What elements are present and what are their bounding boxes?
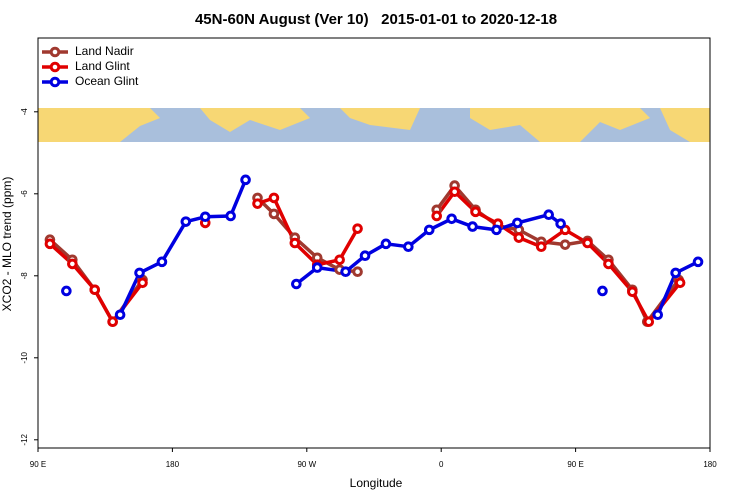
data-point [340,266,351,278]
data-point [67,258,78,270]
data-point [311,262,323,273]
data-point [137,277,148,289]
data-point [199,211,211,223]
data-point [352,266,363,278]
data-point [114,309,126,321]
legend-marker [49,61,61,73]
plot-frame [37,37,711,449]
y-tick-label: -8 [20,272,29,280]
legend-marker [49,76,61,88]
y-axis-label: XCO2 - MLO trend (ppm) [0,177,14,312]
legend-label: Land Nadir [75,44,134,58]
data-point [44,238,56,250]
map-strip [38,108,710,142]
data-point [449,186,460,198]
x-tick-label: 180 [166,460,180,469]
data-point [597,285,608,297]
data-point [627,286,638,298]
data-point [352,223,363,234]
data-point [446,213,457,225]
y-tick-label: -6 [20,190,29,198]
data-point [359,250,371,262]
data-point [289,237,301,249]
data-point [89,284,101,296]
data-point [491,224,502,236]
data-point [670,267,681,279]
data-point [543,209,555,221]
data-point [467,221,478,232]
data-point [674,277,686,289]
data-point [252,198,263,209]
x-tick-label: 180 [703,460,717,469]
x-tick-label: 0 [439,460,444,469]
data-point [240,174,251,186]
data-point [403,241,414,252]
data-point [652,309,664,321]
data-point [225,210,236,222]
data-point [513,232,525,243]
y-tick-label: -4 [20,108,29,116]
data-point [423,224,435,236]
data-point [291,278,302,290]
x-tick-label: 90 E [30,460,46,469]
legend-label: Ocean Glint [75,74,139,88]
x-tick-label: 90 E [567,460,583,469]
chart-title: 45N-60N August (Ver 10) 2015-01-01 to 20… [195,11,557,28]
data-point [582,237,593,249]
data-point [535,241,547,252]
data-point [692,256,704,268]
data-point [180,216,192,227]
data-point [559,239,571,250]
data-point [268,208,280,220]
data-point [431,210,443,222]
data-point [380,238,392,250]
data-point [61,285,72,297]
data-point [156,256,168,268]
x-tick-label: 90 W [297,460,316,469]
data-point [603,258,614,270]
data-point [268,192,280,204]
y-tick-label: -10 [20,351,29,363]
data-point [555,218,566,230]
x-axis-label: Longitude [350,476,403,490]
data-point [134,267,145,279]
legend-label: Land Glint [75,59,130,73]
legend-marker [49,46,61,58]
data-point [470,206,481,218]
data-point [512,217,523,229]
data-point [643,316,655,328]
data-point [334,254,345,266]
y-tick-label: -12 [20,433,29,445]
data-point [107,316,118,328]
